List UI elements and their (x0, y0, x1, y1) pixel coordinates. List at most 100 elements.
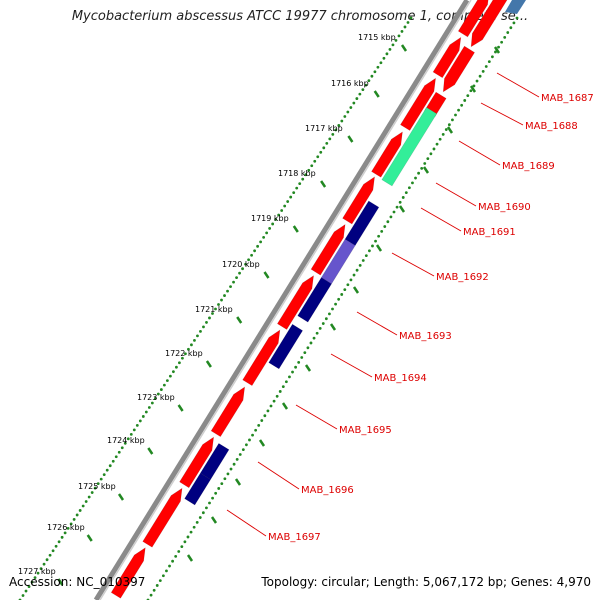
inner-dot (294, 365, 297, 369)
outer-dot (114, 455, 118, 459)
inner-dot (186, 535, 190, 539)
inner-tick-mark (304, 364, 312, 372)
outer-dot (105, 468, 109, 472)
inner-dot (457, 108, 460, 112)
outer-dot (126, 437, 130, 441)
inner-dot (328, 312, 331, 316)
gene-arrow-reverse[interactable] (268, 323, 304, 370)
gene-label-connector (257, 461, 300, 490)
gene-label-connector (226, 509, 267, 537)
tick-labels: 1715 kbp 1716 kbp 1717 kbp 1718 kbp 1719 kbp… (18, 33, 501, 586)
outer-dot (196, 334, 199, 338)
outer-dot (211, 312, 214, 315)
tick-label: 1721 kbp (195, 305, 233, 314)
inner-tick-mark (210, 516, 218, 524)
inner-dot (229, 467, 233, 471)
gene-label[interactable]: MAB_1695 (339, 425, 392, 436)
gene-arrow-forward[interactable] (142, 487, 183, 548)
gene-arrow-top[interactable] (505, 0, 526, 14)
tick-label: 1725 kbp (78, 482, 116, 491)
inner-dot (423, 162, 427, 165)
outer-dot (373, 70, 377, 74)
outer-dot (397, 34, 401, 38)
outer-dot (259, 240, 263, 244)
gene-label[interactable]: MAB_1690 (478, 202, 531, 213)
gene-arrow-forward[interactable] (310, 223, 346, 276)
backbone-highlight (99, 0, 472, 600)
inner-dot (420, 166, 424, 170)
gene-label[interactable]: MAB_1687 (541, 93, 594, 104)
outer-dot (322, 146, 326, 150)
gene-arrow-forward[interactable] (276, 274, 314, 330)
gene-label[interactable]: MAB_1694 (374, 373, 427, 384)
outer-dot (141, 415, 145, 418)
tick-mark (373, 90, 380, 98)
gene-label[interactable]: MAB_1696 (301, 485, 354, 496)
inner-dot (165, 569, 168, 573)
gene-label-connector (295, 404, 338, 430)
outer-dot (33, 576, 37, 580)
inner-dot (509, 26, 513, 30)
outer-dot (156, 392, 160, 396)
tick-label: 1720 kbp (222, 260, 260, 269)
inner-dot (266, 409, 270, 413)
gene-arrow-forward[interactable] (110, 547, 146, 599)
gene-arrow-forward[interactable] (400, 77, 436, 131)
inner-dot (321, 322, 325, 325)
gene-arrow-reverse[interactable] (470, 0, 510, 48)
gene-arrow-forward[interactable] (179, 436, 215, 489)
inner-dot (500, 40, 504, 44)
gene-label[interactable]: MAB_1691 (463, 227, 516, 238)
inner-dot (398, 200, 402, 204)
inner-dot (358, 263, 362, 267)
inner-dot (343, 288, 347, 291)
inner-dot (201, 511, 205, 515)
inner-dot (198, 516, 202, 519)
inner-dot (377, 234, 381, 238)
gene-arrow-forward[interactable] (432, 36, 462, 79)
gene-label[interactable]: MAB_1688 (525, 121, 578, 132)
gene-arrow-forward[interactable] (457, 0, 489, 38)
inner-dot (460, 103, 464, 107)
inner-dot (315, 331, 319, 335)
inner-dot (364, 254, 368, 258)
outer-dot (235, 276, 238, 280)
backbone (93, 0, 470, 600)
inner-dot (334, 302, 337, 306)
inner-dot (368, 249, 371, 253)
gene-label[interactable]: MAB_1697 (268, 532, 321, 543)
inner-dot (211, 496, 214, 500)
outer-dot (250, 253, 253, 257)
gene-arrow-reverse[interactable] (442, 45, 476, 93)
gene-arrow-forward[interactable] (371, 131, 403, 178)
inner-dot (288, 375, 291, 379)
gene-arrow-forward[interactable] (242, 329, 281, 387)
gene-arrow-reverse[interactable] (297, 277, 332, 323)
tick-label: 1726 kbp (47, 523, 85, 532)
inner-dot (183, 540, 187, 544)
inner-dot (503, 36, 507, 39)
outer-dot (349, 106, 353, 109)
tick-label: 1719 kbp (251, 214, 289, 223)
gene-label[interactable]: MAB_1689 (502, 161, 555, 172)
outer-dot (90, 491, 94, 494)
outer-dot (328, 137, 332, 141)
gene-label[interactable]: MAB_1692 (436, 272, 489, 283)
outer-dot (286, 200, 290, 203)
outer-dot (376, 65, 380, 69)
inner-dot (426, 157, 430, 161)
outer-dot (144, 410, 148, 414)
inner-dot (401, 196, 405, 199)
outer-dot (208, 316, 211, 320)
gene-arrow-forward[interactable] (210, 386, 246, 438)
gene-arrow-reverse[interactable] (184, 472, 212, 506)
outer-dot (406, 21, 410, 24)
gene-arrow-reverse[interactable] (381, 107, 438, 187)
outer-tick-dots (18, 16, 413, 600)
outer-dot (325, 141, 329, 145)
forward-strand-genes (110, 0, 489, 599)
tick-mark (205, 360, 212, 368)
gene-arrow-forward[interactable] (342, 176, 375, 225)
gene-label[interactable]: MAB_1693 (399, 331, 452, 342)
